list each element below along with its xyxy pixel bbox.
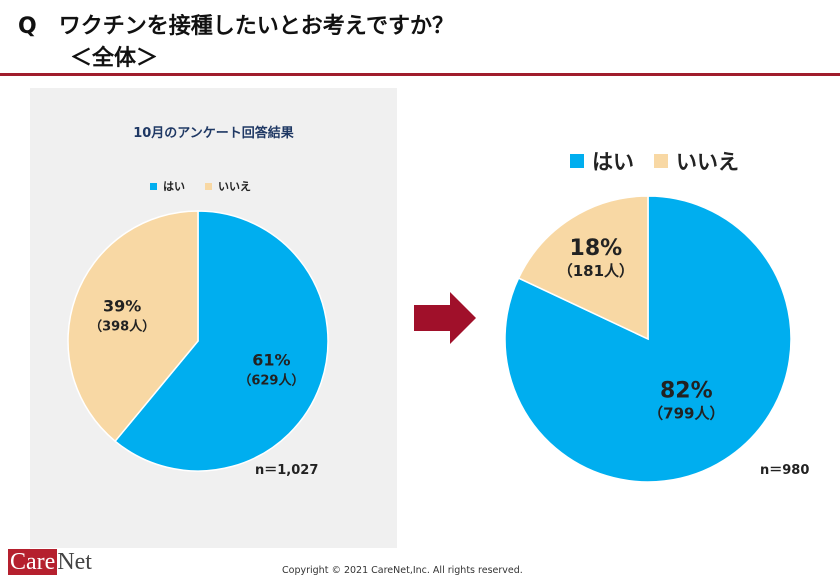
legend-yes: はい — [592, 150, 634, 174]
legend-swatch-no — [654, 154, 668, 168]
right-sample-size: n＝980 — [760, 463, 810, 478]
pie-slice-1-1 — [517, 195, 649, 341]
slice-count-label-0-1: （398人） — [89, 319, 155, 335]
legend-no: いいえ — [676, 150, 739, 174]
slice-percent-label-1-0: 82% — [660, 378, 713, 403]
legend-no: いいえ — [218, 180, 251, 193]
slice-percent-label-0-1: 39% — [103, 297, 141, 316]
carenet-logo: CareNet — [8, 549, 92, 575]
question-subtitle: ＜全体＞ — [70, 46, 159, 71]
copyright: Copyright © 2021 CareNet,Inc. All rights… — [282, 565, 523, 576]
title-divider — [0, 73, 840, 76]
slice-count-label-1-0: （799人） — [648, 404, 724, 422]
slice-count-label-0-0: （629人） — [238, 372, 304, 388]
legend-yes: はい — [163, 180, 185, 193]
slice-percent-label-0-0: 61% — [252, 350, 290, 369]
pie-slice-0-0 — [114, 210, 329, 472]
left-chart-title: 10月のアンケート回答結果 — [133, 126, 294, 141]
slice-percent-label-1-1: 18% — [570, 236, 623, 261]
legend-swatch-no — [205, 182, 212, 190]
left-sample-size: n＝1,027 — [255, 463, 319, 478]
right-arrow-icon — [414, 292, 476, 344]
legend-swatch-yes — [570, 154, 584, 168]
right-legend: はい いいえ — [570, 146, 739, 176]
legend-swatch-yes — [150, 182, 157, 190]
left-legend: はい いいえ — [150, 178, 251, 194]
slice-count-label-1-1: （181人） — [558, 262, 634, 280]
pie-slice-0-1 — [67, 210, 199, 443]
question-title: Q ワクチンを接種したいとお考えですか？ — [18, 14, 455, 39]
